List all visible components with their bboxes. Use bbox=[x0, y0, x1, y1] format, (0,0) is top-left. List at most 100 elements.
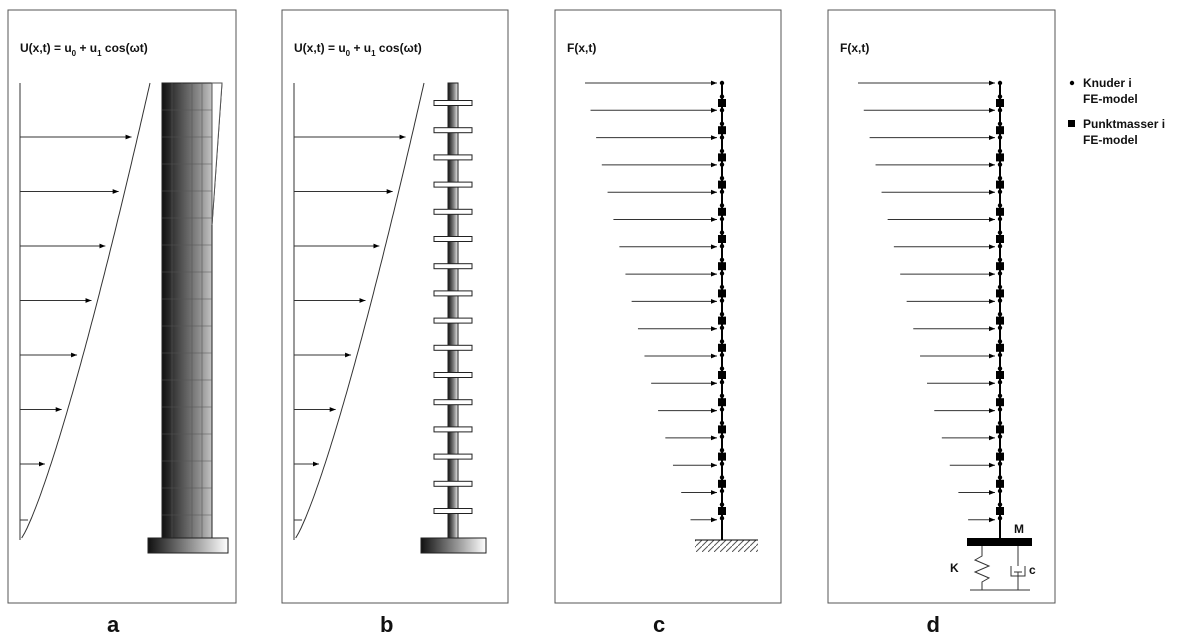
fe-mass bbox=[996, 343, 1004, 352]
fe-node bbox=[719, 80, 725, 86]
fe-node bbox=[719, 312, 725, 317]
fe-node bbox=[719, 216, 725, 222]
fe-node bbox=[719, 176, 725, 181]
fe-mass bbox=[718, 398, 726, 407]
fe-node bbox=[997, 284, 1003, 290]
mass-block bbox=[967, 538, 1032, 546]
fe-node bbox=[997, 380, 1003, 385]
panel-frame bbox=[7, 9, 237, 604]
fe-mass bbox=[718, 507, 726, 515]
panel-frame bbox=[827, 9, 1056, 604]
beam-plate bbox=[433, 508, 473, 514]
fe-node bbox=[997, 189, 1003, 194]
fe-node bbox=[997, 407, 1003, 412]
fe-node bbox=[719, 461, 725, 466]
beam-plate bbox=[433, 426, 473, 433]
fe-mass bbox=[996, 262, 1004, 271]
fe-mass bbox=[718, 262, 726, 271]
beam-plate bbox=[433, 290, 473, 297]
fe-mass bbox=[718, 452, 726, 461]
legend-text: Knuder i bbox=[1083, 76, 1132, 90]
title-part: F(x,t) bbox=[567, 41, 596, 55]
fe-node bbox=[719, 393, 725, 398]
fe-node bbox=[719, 135, 725, 140]
fe-mass bbox=[718, 207, 726, 216]
fe-node bbox=[719, 502, 725, 507]
tower-base bbox=[147, 537, 229, 554]
panel-label: a bbox=[107, 612, 120, 636]
fe-node bbox=[997, 176, 1003, 181]
fe-node bbox=[719, 339, 725, 344]
beam-plate bbox=[433, 181, 473, 188]
panel-label: d bbox=[927, 612, 940, 636]
subscript: 0 bbox=[72, 49, 77, 58]
fe-node bbox=[997, 448, 1003, 453]
beam-column bbox=[447, 82, 459, 539]
beam-plate bbox=[433, 100, 473, 106]
panel-frame bbox=[281, 9, 509, 604]
fe-node bbox=[997, 230, 1003, 235]
beam-base bbox=[420, 537, 487, 554]
fe-node bbox=[719, 230, 725, 235]
panel-title: F(x,t) bbox=[840, 41, 869, 55]
fe-node bbox=[719, 94, 725, 99]
fe-mass bbox=[718, 425, 726, 434]
fe-node bbox=[719, 325, 725, 330]
fe-mass bbox=[996, 153, 1004, 162]
fe-mass bbox=[718, 479, 726, 488]
fe-node bbox=[997, 502, 1003, 507]
fe-mass bbox=[996, 479, 1004, 488]
fe-node bbox=[719, 162, 725, 167]
title-part: U(x,t) = u bbox=[20, 41, 72, 55]
fe-node bbox=[719, 244, 725, 249]
load-curve bbox=[295, 82, 425, 539]
subscript: 1 bbox=[371, 49, 376, 58]
tower-taper bbox=[211, 82, 223, 226]
mass-label: M bbox=[1014, 522, 1024, 536]
fe-mass bbox=[996, 425, 1004, 434]
fe-node bbox=[997, 393, 1003, 398]
panel-label: b bbox=[380, 612, 393, 636]
fe-node bbox=[719, 380, 725, 385]
title-part: cos(ωt) bbox=[376, 41, 422, 55]
title-part: + u bbox=[76, 41, 97, 55]
fe-node bbox=[719, 257, 725, 262]
fe-node bbox=[997, 352, 1003, 358]
fe-node bbox=[719, 352, 725, 358]
fe-node bbox=[997, 94, 1003, 99]
fe-mass bbox=[996, 99, 1004, 107]
fe-mass bbox=[996, 452, 1004, 461]
beam-plate bbox=[433, 480, 473, 487]
fe-node bbox=[997, 257, 1003, 262]
fe-node bbox=[997, 366, 1003, 371]
fe-node bbox=[719, 488, 725, 494]
fe-node bbox=[719, 516, 725, 521]
fe-node bbox=[997, 475, 1003, 480]
fe-node bbox=[997, 108, 1003, 113]
fe-node bbox=[997, 271, 1003, 276]
fe-node bbox=[997, 244, 1003, 249]
fe-mass bbox=[718, 99, 726, 107]
fe-node bbox=[997, 298, 1003, 303]
fe-node bbox=[719, 189, 725, 194]
fe-node bbox=[719, 366, 725, 371]
legend-text: Punktmasser i bbox=[1083, 117, 1165, 131]
fe-mass bbox=[718, 235, 726, 243]
fe-mass bbox=[996, 398, 1004, 407]
fe-node bbox=[997, 135, 1003, 140]
fe-mass bbox=[996, 126, 1004, 135]
fe-node bbox=[997, 461, 1003, 466]
fe-node bbox=[997, 203, 1003, 208]
fe-mass bbox=[996, 371, 1004, 379]
beam-plate bbox=[433, 208, 473, 215]
damper bbox=[1010, 546, 1026, 590]
fe-mass bbox=[996, 289, 1004, 298]
fe-node bbox=[719, 271, 725, 276]
fe-mass bbox=[996, 180, 1004, 189]
spring bbox=[973, 546, 991, 590]
spring-label: K bbox=[950, 561, 959, 575]
fe-mass bbox=[996, 316, 1004, 325]
panel-title: U(x,t) = u0 + u1 cos(ωt) bbox=[20, 41, 148, 58]
ground-hatch bbox=[695, 540, 758, 552]
fe-node bbox=[997, 121, 1003, 127]
